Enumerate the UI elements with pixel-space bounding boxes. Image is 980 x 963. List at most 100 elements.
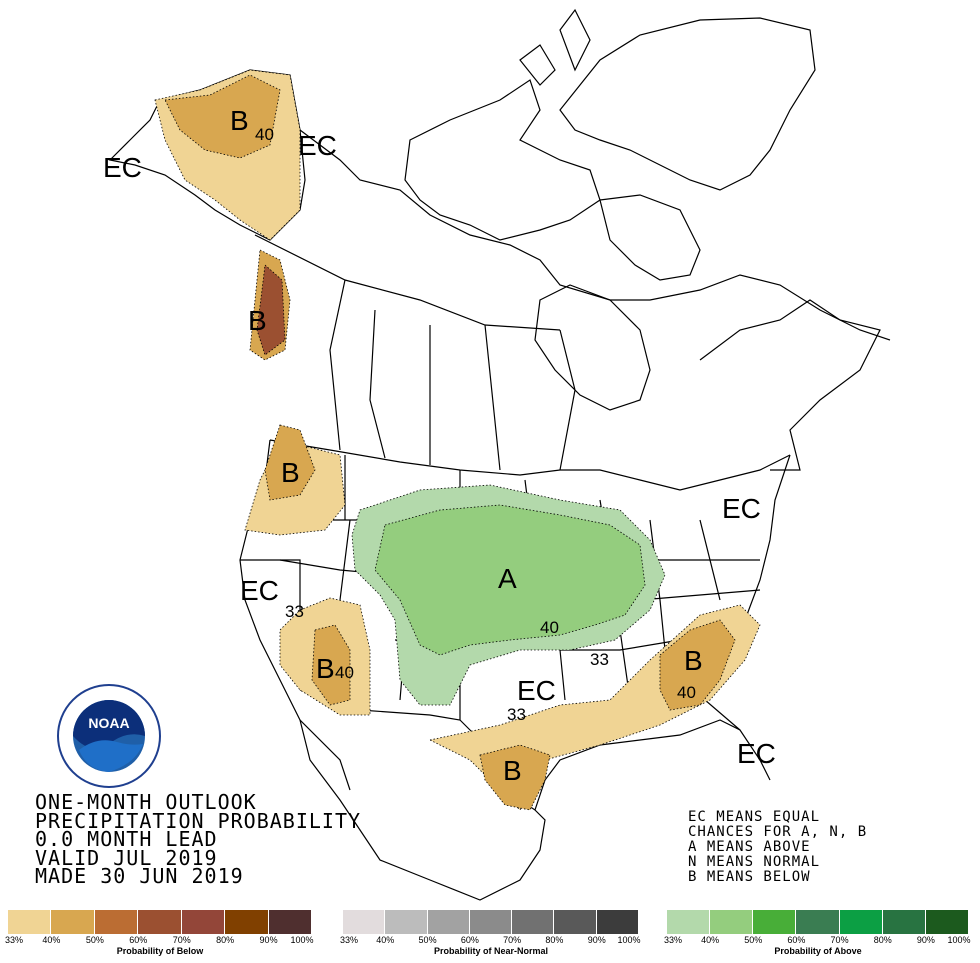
title-line-2: PRECIPITATION PROBABILITY (35, 808, 362, 833)
label-se-b: B (684, 645, 703, 676)
scale-swatch-5 (882, 910, 926, 934)
title-block: ONE-MONTH OUTLOOK PRECIPITATION PROBABIL… (35, 790, 362, 888)
scale-swatch-4 (181, 910, 226, 934)
scale-tick-label: 70% (172, 935, 191, 945)
label-alaska-ec-west: EC (103, 152, 142, 183)
below-areas (154, 69, 761, 811)
noaa-logo-text: NOAA (88, 715, 129, 731)
scale-tick-label: 33% (663, 935, 683, 945)
label-sw-b: B (316, 653, 335, 684)
us-canada-border (269, 439, 791, 491)
scale-caption: Probability of Above (774, 946, 862, 956)
label-plains-a: A (498, 563, 517, 594)
alaska-below-40 (164, 74, 281, 159)
scale-swatch-1 (710, 910, 754, 934)
scale-swatch-1 (385, 910, 428, 934)
above-areas (351, 484, 666, 706)
scale-swatch-6 (268, 910, 312, 934)
scale-swatch-0 (8, 910, 52, 934)
scale-tick-label: 40% (701, 935, 720, 945)
scale-swatch-3 (138, 910, 182, 934)
mexico-outline (299, 719, 546, 901)
scale-swatch-5 (554, 910, 597, 934)
scale-tick-label: 50% (418, 935, 437, 945)
label-west-ec: EC (240, 575, 279, 606)
label-pnw-b: B (281, 457, 300, 488)
scale-near-normal: 33% 40% 50% 60% 70% 80% 90% 100% Probability of … (339, 910, 641, 960)
scale-ticks: 33% 40% 50% 60% 70% 80% 90% 100% (663, 934, 971, 946)
scale-ticks: 33% 40% 50% 60% 70% 80% 90% 100% (339, 934, 641, 946)
scale-tick-label: 90% (259, 935, 278, 945)
scale-swatch-1 (51, 910, 95, 934)
scale-swatches (667, 910, 969, 934)
label-south-ec: EC (517, 675, 556, 706)
scale-tick-label: 100% (617, 935, 641, 945)
scale-below: 33% 40% 50% 60% 70% 80% 90% 100% Probability of … (4, 910, 314, 960)
scale-swatch-6 (596, 910, 639, 934)
scale-swatches (8, 910, 312, 934)
label-northeast-ec: EC (722, 493, 761, 524)
title-line-4: VALID JUL 2019 (35, 845, 218, 870)
scale-swatch-2 (753, 910, 797, 934)
scale-swatch-4 (512, 910, 555, 934)
scale-tick-label: 60% (460, 935, 479, 945)
legend-note: EC MEANS EQUAL CHANCES FOR A, N, B A MEA… (688, 810, 867, 885)
scale-caption: Probability of Near-Normal (433, 946, 549, 956)
label-panhandle-b: B (248, 305, 267, 336)
label-florida-ec: EC (737, 738, 776, 769)
legend-note-line-5: B MEANS BELOW (688, 869, 811, 885)
scale-swatch-4 (839, 910, 883, 934)
scale-tick-label: 40% (42, 935, 61, 945)
label-texas-b: B (503, 755, 522, 786)
legend-note-line-4: N MEANS NORMAL (688, 854, 821, 870)
scale-tick-label: 60% (787, 935, 806, 945)
scale-tick-label: 80% (873, 935, 892, 945)
legend-note-line-2: CHANCES FOR A, N, B (688, 824, 868, 840)
se-below-40 (659, 619, 736, 711)
texas-below-40 (479, 744, 551, 811)
plains-above-40 (374, 504, 646, 656)
scale-tick-label: 50% (85, 935, 104, 945)
label-alaska-b: B (230, 105, 249, 136)
label-south-33: 33 (507, 705, 526, 724)
label-plains-33: 33 (590, 650, 609, 669)
scale-ticks: 33% 40% 50% 60% 70% 80% 90% 100% (4, 934, 314, 946)
scale-swatch-0 (343, 910, 386, 934)
greenland-outline (559, 17, 816, 191)
label-sw-33: 33 (285, 602, 304, 621)
scale-swatch-6 (925, 910, 969, 934)
scale-tick-label: 33% (4, 935, 24, 945)
label-plains-40: 40 (540, 618, 559, 637)
scale-swatch-3 (469, 910, 513, 934)
scale-tick-label: 100% (947, 935, 971, 945)
scale-tick-label: 100% (290, 935, 314, 945)
panhandle-below-50 (256, 264, 286, 356)
scale-above: 33% 40% 50% 60% 70% 80% 90% 100% Probability of … (663, 910, 971, 960)
scale-tick-label: 90% (916, 935, 935, 945)
scale-tick-label: 80% (216, 935, 235, 945)
hudson-bay-outline (534, 284, 651, 411)
title-line-5: MADE 30 JUN 2019 (35, 864, 244, 888)
scale-tick-label: 60% (129, 935, 148, 945)
pnw-below-40 (264, 424, 316, 501)
label-se-40: 40 (677, 683, 696, 702)
noaa-logo-icon: NOAA (57, 684, 161, 788)
label-alaska-ec-east: EC (298, 130, 337, 161)
map-text-labels: B 40 EC EC B B EC 33 B 40 A 40 33 EC 33 … (103, 105, 776, 786)
scale-swatch-3 (796, 910, 840, 934)
scale-swatches (343, 910, 639, 934)
scale-caption: Probability of Below (116, 946, 204, 956)
legend-note-line-1: EC MEANS EQUAL (688, 809, 821, 825)
sw-below-40 (311, 624, 351, 706)
scale-swatch-2 (427, 910, 470, 934)
scale-swatch-2 (94, 910, 139, 934)
title-line-1: ONE-MONTH OUTLOOK (35, 790, 257, 814)
label-sw-40: 40 (335, 663, 354, 682)
canada-north-coast (299, 129, 891, 341)
legend-note-line-3: A MEANS ABOVE (688, 839, 811, 855)
scale-tick-label: 33% (339, 935, 359, 945)
scale-tick-label: 90% (587, 935, 606, 945)
arctic-islands-outline (404, 79, 601, 241)
label-alaska-40: 40 (255, 125, 274, 144)
